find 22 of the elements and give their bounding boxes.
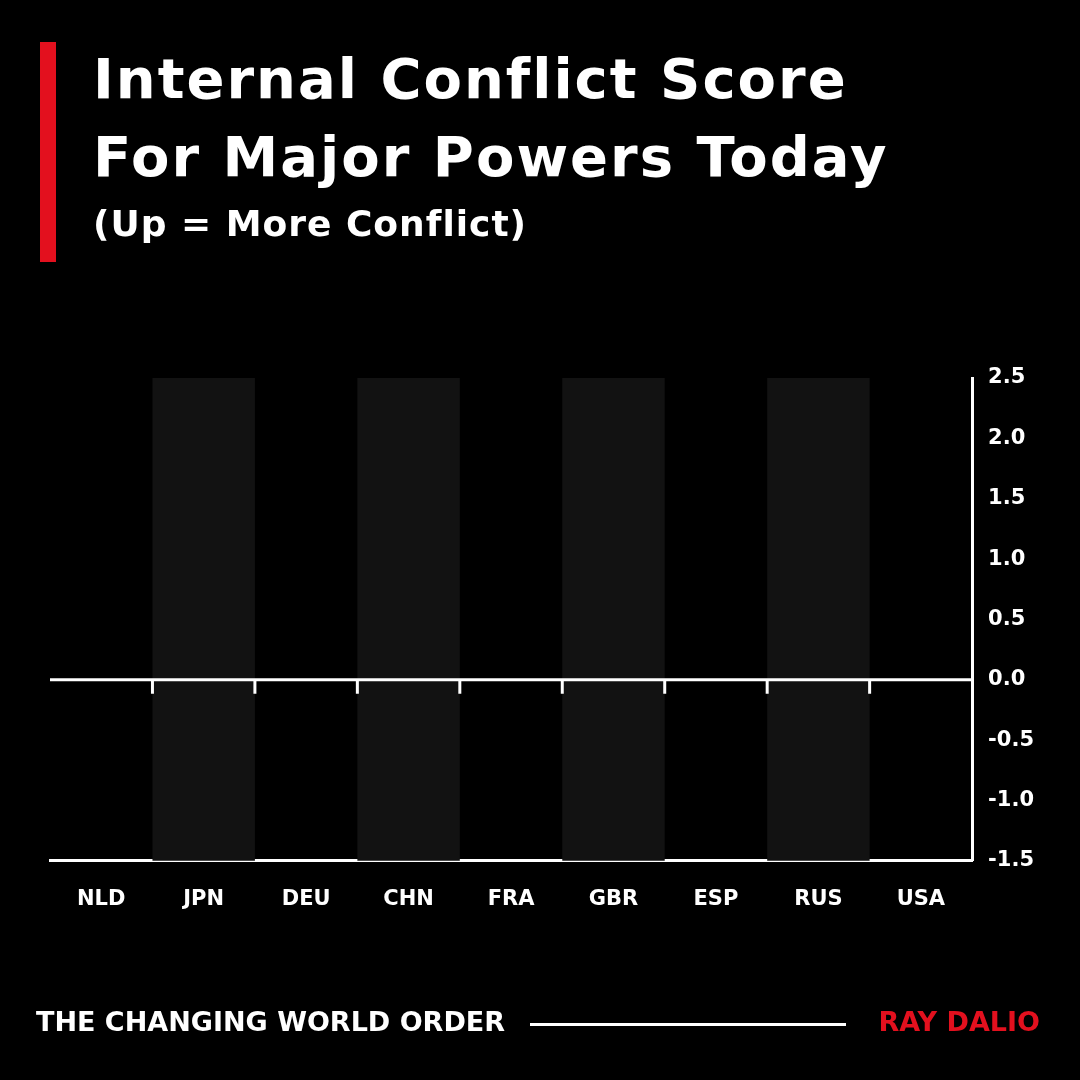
chart-subtitle: (Up = More Conflict) <box>93 203 528 244</box>
text: THE CHANGING WORLD ORDER <box>36 1006 506 1037</box>
y-tick-label: 0.5 <box>988 605 1026 630</box>
y-tick-label: 1.5 <box>988 485 1026 510</box>
x-tick-label: JPN <box>181 885 225 910</box>
x-tick-label: CHN <box>383 885 434 910</box>
y-tick-label: 2.5 <box>988 364 1026 389</box>
x-tick-label: FRA <box>487 885 536 910</box>
x-tick-label: NLD <box>77 885 126 910</box>
x-tick-label: DEU <box>281 885 331 910</box>
y-tick-label: 0.0 <box>988 666 1026 691</box>
x-tick-label: USA <box>896 885 946 910</box>
text: RAY DALIO <box>878 1006 1040 1037</box>
x-tick-label: ESP <box>693 885 739 910</box>
y-tick-label: -1.5 <box>988 847 1034 872</box>
x-tick-label: RUS <box>794 885 843 910</box>
y-tick-label: 2.0 <box>988 424 1026 449</box>
y-tick-label: -0.5 <box>988 726 1034 751</box>
chart-title: Internal Conflict Score For Major Powers Today <box>93 45 890 191</box>
y-tick-label: -1.0 <box>988 786 1034 811</box>
y-tick-label: 1.0 <box>988 545 1026 570</box>
x-tick-label: GBR <box>588 885 639 910</box>
